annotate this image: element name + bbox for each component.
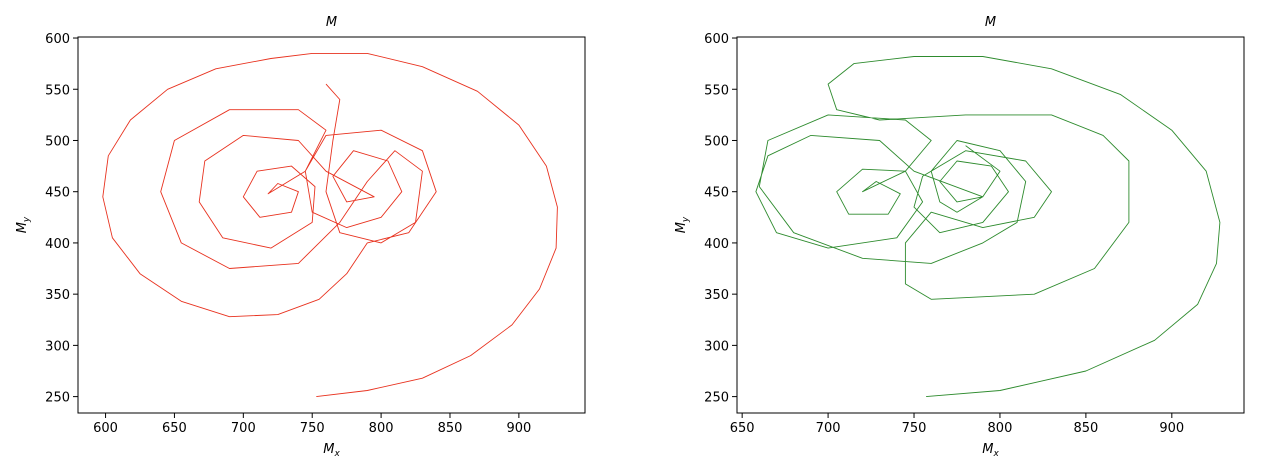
axes-frame (736, 36, 1245, 414)
y-tick-label: 400 (704, 237, 729, 252)
y-tick-label: 500 (45, 134, 70, 149)
x-tick-label: 850 (438, 421, 463, 436)
y-tick-label: 350 (45, 288, 70, 303)
chart-title: M (326, 15, 337, 30)
y-tick-label: 300 (45, 339, 70, 354)
axes-frame (77, 36, 586, 414)
y-tick-label: 600 (45, 32, 70, 47)
trajectory-line (755, 56, 1221, 398)
x-tick-label: 650 (730, 421, 755, 436)
y-tick-label: 500 (704, 134, 729, 149)
x-tick-label: 800 (988, 421, 1013, 436)
x-axis-label: Mx (982, 442, 999, 459)
y-tick-label: 450 (45, 186, 70, 201)
x-tick-label: 650 (162, 421, 187, 436)
y-tick-label: 300 (704, 339, 729, 354)
x-tick-label: 700 (816, 421, 841, 436)
chart-title: M (985, 15, 996, 30)
y-tick-label: 450 (704, 186, 729, 201)
x-tick-label: 850 (1073, 421, 1098, 436)
x-tick-label: 600 (93, 421, 118, 436)
x-tick-label: 900 (1159, 421, 1184, 436)
trajectory-line (102, 52, 558, 398)
y-axis-label: My (15, 216, 32, 233)
x-tick-label: 700 (231, 421, 256, 436)
y-tick-label: 550 (704, 83, 729, 98)
x-tick-label: 900 (506, 421, 531, 436)
y-tick-label: 550 (45, 83, 70, 98)
y-axis-label: My (674, 216, 691, 233)
x-axis-label: Mx (323, 442, 340, 459)
y-tick-label: 400 (45, 237, 70, 252)
y-tick-label: 600 (704, 32, 729, 47)
y-tick-label: 250 (704, 391, 729, 406)
x-tick-label: 750 (902, 421, 927, 436)
x-tick-label: 800 (369, 421, 394, 436)
y-tick-label: 350 (704, 288, 729, 303)
y-tick-label: 250 (45, 391, 70, 406)
x-tick-label: 750 (300, 421, 325, 436)
